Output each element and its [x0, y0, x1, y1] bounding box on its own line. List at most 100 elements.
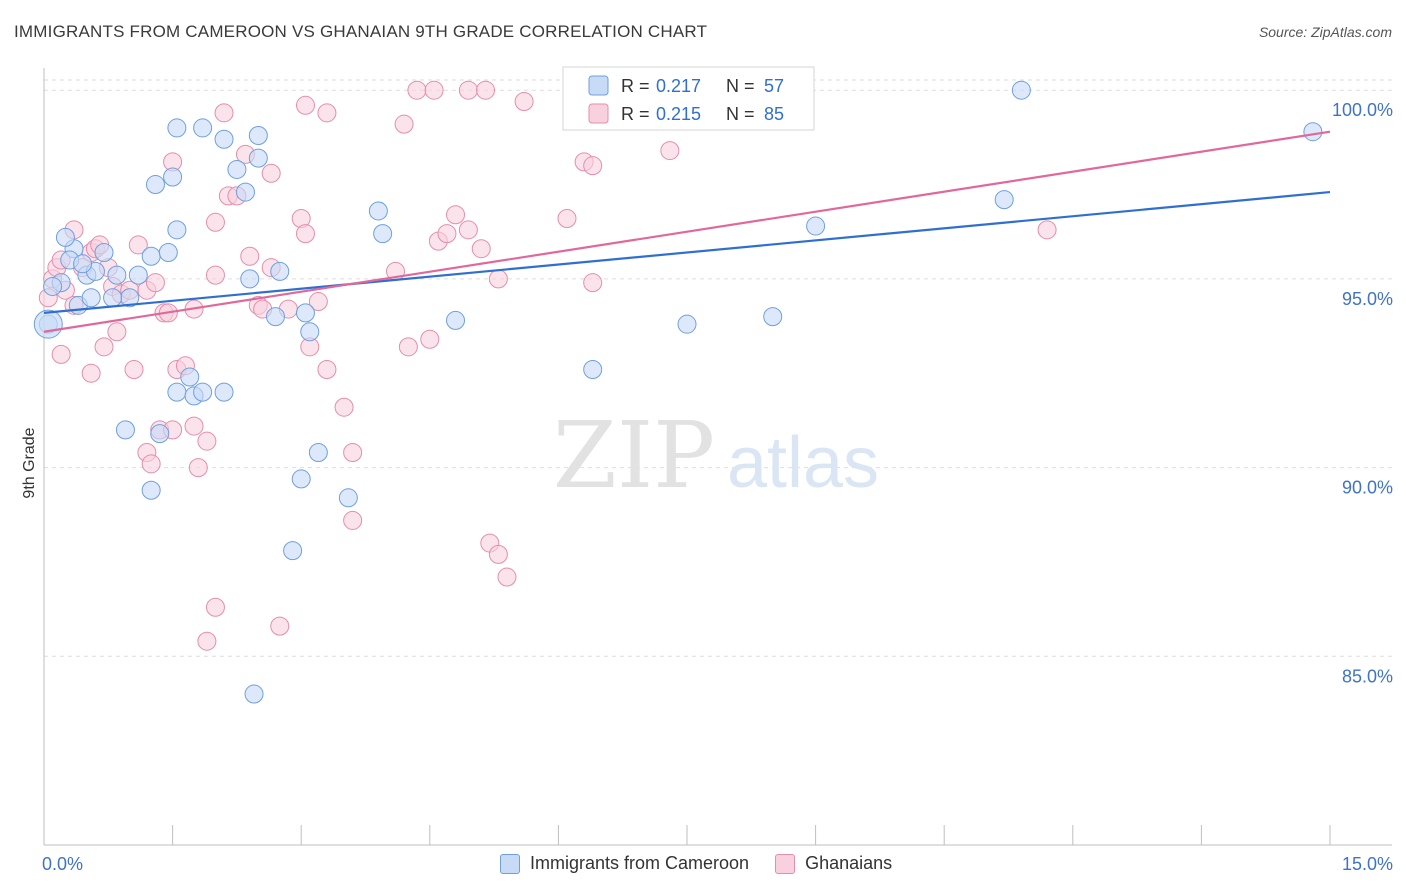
y-axis-label: 9th Grade: [21, 427, 38, 498]
cameroon-point: [763, 307, 783, 327]
cameroon-point: [167, 382, 187, 402]
ghanaian-point: [583, 273, 603, 293]
ghanaian-point: [488, 269, 508, 289]
cameroon-point: [227, 159, 247, 179]
ghanaian-point: [94, 337, 114, 357]
cameroon-point: [103, 288, 123, 308]
ghanaian-point: [488, 544, 508, 564]
legend-n-label: N =: [726, 76, 755, 96]
ghanaian-point: [205, 597, 225, 617]
chart-title: IMMIGRANTS FROM CAMEROON VS GHANAIAN 9TH…: [14, 22, 708, 41]
y-tick-label: 95.0%: [1342, 289, 1393, 309]
ghanaian-point: [343, 443, 363, 462]
ghanaian-point: [107, 322, 127, 342]
ghanaian-point: [514, 92, 534, 112]
cameroon-point: [240, 269, 260, 289]
cameroon-point: [300, 322, 320, 342]
cameroon-point: [244, 684, 264, 704]
ghanaian-point: [398, 337, 418, 357]
cameroon-point: [33, 309, 63, 339]
cameroon-point: [145, 175, 165, 195]
cameroon-point: [81, 288, 101, 308]
ghanaians-label: Ghanaians: [805, 853, 893, 873]
cameroon-point: [248, 125, 268, 145]
ghanaians-swatch: [775, 853, 796, 874]
cameroon-point: [167, 220, 187, 240]
cameroon-point: [214, 129, 234, 149]
cameroon-point: [1011, 80, 1031, 100]
cameroon-point: [141, 480, 161, 500]
cameroon-point: [107, 265, 127, 285]
cameroon-point: [73, 254, 93, 274]
watermark: ZIP atlas: [553, 402, 879, 509]
points-layer: [33, 80, 1323, 704]
legend-r-value: 0.217: [656, 76, 701, 96]
legend-swatch-blue: [588, 75, 609, 96]
cameroon-point: [163, 167, 183, 187]
ghanaian-point: [240, 246, 260, 266]
ghanaian-point: [214, 103, 234, 123]
source-credit: Source: ZipAtlas.com: [1258, 24, 1392, 40]
legend-r-value: 0.215: [656, 104, 701, 124]
cameroon-point: [43, 276, 63, 296]
cameroon-point: [265, 307, 285, 327]
ghanaian-point: [1037, 220, 1057, 240]
ghanaian-point: [141, 454, 161, 474]
ghanaian-point: [437, 224, 457, 244]
legend-r-label: R =: [621, 104, 650, 124]
bottom-legend-item-cameroon: Immigrants from Cameroon: [500, 853, 749, 874]
cameroon-point: [368, 201, 388, 221]
legend-swatch-pink: [588, 103, 609, 124]
ghanaian-point: [424, 80, 444, 100]
cameroon-point: [583, 359, 603, 379]
cameroon-point: [235, 182, 255, 202]
ghanaian-trend-line: [43, 130, 1331, 333]
watermark-atlas: atlas: [727, 423, 879, 503]
legend-n-value: 85: [764, 104, 784, 124]
bottom-legend: Immigrants from Cameroon Ghanaians: [500, 853, 892, 874]
ghanaian-point: [308, 292, 328, 312]
cameroon-point: [806, 216, 826, 236]
grid-layer: [44, 79, 1392, 657]
ghanaian-point: [270, 616, 290, 636]
cameroon-point: [283, 541, 303, 561]
ghanaian-point: [205, 265, 225, 285]
legend: R = 0.217 N = 57 R = 0.215 N = 85: [562, 66, 815, 131]
tick-labels: 85.0% 90.0% 95.0% 100.0% 0.0% 15.0%: [42, 100, 1393, 874]
ghanaian-point: [660, 141, 680, 161]
ghanaian-point: [197, 631, 217, 651]
legend-n-label: N =: [726, 104, 755, 124]
cameroon-point: [338, 488, 358, 508]
ghanaian-point: [317, 359, 337, 379]
ghanaian-point: [188, 458, 208, 478]
ghanaian-point: [420, 329, 440, 349]
cameroon-point: [167, 118, 187, 138]
cameroon-point: [677, 314, 697, 334]
ghanaian-point: [334, 397, 354, 417]
ghanaian-point: [458, 220, 478, 240]
ghanaian-point: [446, 205, 466, 225]
cameroon-point: [115, 420, 135, 440]
trend-layer: [43, 130, 1331, 333]
axis-layer: [43, 68, 1392, 846]
ghanaian-point: [497, 567, 517, 587]
ghanaian-point: [205, 212, 225, 232]
y-tick-label: 85.0%: [1342, 666, 1393, 686]
ghanaian-point: [317, 103, 337, 123]
cameroon-point: [994, 190, 1014, 210]
ghanaian-point: [557, 209, 577, 229]
cameroon-point: [214, 382, 234, 402]
ghanaian-point: [51, 344, 71, 364]
ghanaian-point: [124, 359, 144, 379]
ghanaian-point: [261, 163, 281, 183]
cameroon-point: [1303, 122, 1323, 142]
cameroon-point: [291, 469, 311, 489]
cameroon-point: [270, 261, 290, 281]
cameroon-point: [150, 424, 170, 444]
cameroon-point: [248, 148, 268, 168]
x-tick-label: 0.0%: [42, 854, 83, 874]
legend-r-label: R =: [621, 76, 650, 96]
cameroon-point: [308, 443, 328, 462]
x-tick-label: 15.0%: [1342, 854, 1393, 874]
